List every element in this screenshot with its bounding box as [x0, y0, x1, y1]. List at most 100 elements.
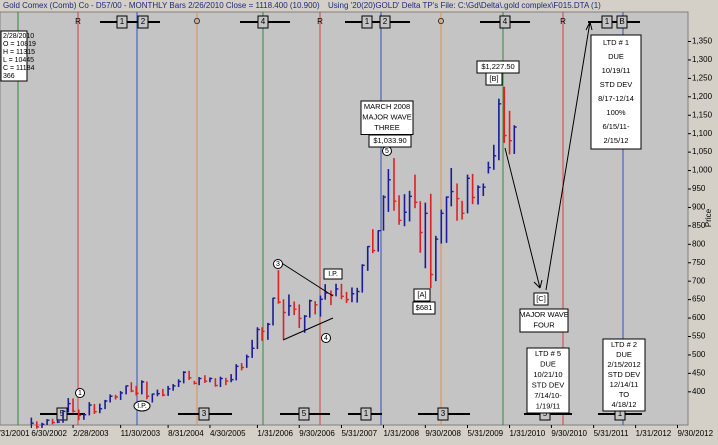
note-box: [602, 338, 646, 412]
y-tick-label: 400: [692, 387, 706, 396]
note-text: 12/14/11: [610, 380, 639, 389]
note-box: [590, 34, 642, 150]
wave-label: 5: [385, 148, 389, 155]
wave-ellipse: [133, 400, 151, 412]
cycle-top-label: R: [75, 17, 81, 26]
x-tick-label: 5/31/2011: [594, 429, 630, 438]
header-left: Gold Comex (Comb) Co - D57/00 - MONTHLY …: [3, 1, 320, 10]
note-text: 1/19/11: [536, 402, 560, 411]
note-text: 6/15/11-: [603, 122, 630, 131]
note-text: THREE: [374, 123, 399, 132]
x-tick-label: 9/30/2008: [425, 429, 461, 438]
x-tick-label: 11/30/2003: [121, 429, 161, 438]
cycle-top-label: 1: [605, 17, 610, 26]
note-text: 2/15/12: [603, 136, 628, 145]
note-text: DUE: [608, 52, 624, 61]
note-text: 8/17-12/14: [598, 94, 634, 103]
cycle-top-label: 1: [120, 17, 125, 26]
note-text: $681: [416, 303, 433, 312]
info-line: 366: [3, 73, 15, 80]
y-tick-label: 800: [692, 239, 706, 248]
y-tick-label: 1,150: [692, 110, 713, 119]
note-box: [413, 288, 431, 302]
note-text: 2/15/2012: [607, 360, 640, 369]
note-box: [368, 134, 412, 148]
bars: [30, 86, 517, 429]
cycle-bottom-label: 3: [202, 409, 207, 418]
y-tick-label: 1,250: [692, 73, 713, 82]
note-text: LTD # 5: [535, 349, 561, 358]
cycle-box: [298, 407, 310, 421]
wave-label: I.P.: [137, 403, 147, 410]
y-tick-label: 1,300: [692, 55, 713, 64]
x-tick-label: 8/31/2004: [168, 429, 204, 438]
x-tick-label: 1/31/2010: [510, 429, 546, 438]
cycle-bottom-label: 1: [364, 409, 369, 418]
y-tick-label: 1,200: [692, 92, 713, 101]
y-axis-title: Price: [704, 208, 713, 227]
cycle-top-label: 1: [365, 17, 370, 26]
cycle-bottom-label: 1: [618, 409, 623, 418]
x-tick-label: 6/30/2002: [31, 429, 67, 438]
x-tick-label: 4/30/2005: [210, 429, 246, 438]
note-text: 10/21/10: [533, 370, 562, 379]
cycle-top-label: O: [194, 17, 200, 26]
cycle-bottom-label: 5: [543, 409, 548, 418]
info-line: H = 11315: [3, 49, 35, 56]
wave-circle: [75, 388, 85, 398]
y-tick-label: 950: [692, 184, 706, 193]
wedge-lines: [279, 261, 334, 341]
info-line: 2/28/2010: [3, 33, 34, 40]
cycle-box: [361, 15, 373, 29]
y-tick-label: 650: [692, 295, 706, 304]
info-line: O = 10819: [3, 41, 36, 48]
y-tick-label: 1,350: [692, 37, 713, 46]
wave-circle: [321, 333, 331, 343]
y-tick-label: 1,000: [692, 166, 713, 175]
wave-circle: [273, 259, 283, 269]
y-tick-label: 500: [692, 350, 706, 359]
header-right: Using '20(20)GOLD' Delta TP's File: C:\G…: [328, 1, 601, 10]
note-text: STD DEV: [600, 80, 633, 89]
x-tick-label: 9/30/2010: [551, 429, 587, 438]
note-text: $1,033.90: [373, 136, 406, 145]
note-text: TO: [619, 390, 629, 399]
cycle-box: [437, 407, 449, 421]
note-text: MAJOR WAVE: [519, 310, 569, 319]
note-text: 7/14/10-: [534, 391, 562, 400]
cycle-box: [137, 15, 149, 29]
cycle-top-label: O: [438, 17, 444, 26]
x-tick-label: 10/31/2001: [0, 429, 30, 438]
plot-area: [0, 11, 689, 426]
note-text: 10/19/11: [602, 66, 631, 75]
cycle-top-label: B: [619, 17, 624, 26]
note-box: [519, 308, 569, 333]
note-box: [485, 72, 503, 86]
cycle-box: [360, 407, 372, 421]
note-text: [B]: [489, 74, 498, 83]
y-tick-label: 850: [692, 221, 706, 230]
y-tick-label: 750: [692, 258, 706, 267]
y-tick-label: 600: [692, 313, 706, 322]
cycle-box: [601, 15, 613, 29]
cycle-top-label: 2: [383, 17, 388, 26]
cycle-bottom-label: 3: [441, 409, 446, 418]
note-text: LTD # 1: [603, 38, 629, 47]
cycle-top-label: 2: [141, 17, 146, 26]
note-text: $1,227.50: [481, 62, 514, 71]
cycle-box: [499, 15, 511, 29]
wave-box: [323, 268, 343, 280]
note-text: [C]: [536, 294, 546, 303]
note-text: DUE: [616, 350, 632, 359]
note-box: [412, 301, 436, 315]
x-tick-label: 1/31/2006: [257, 429, 293, 438]
y-tick-label: 1,100: [692, 129, 713, 138]
wave-label: I.P.: [328, 271, 338, 278]
x-tick-label: 9/30/2012: [677, 429, 713, 438]
wave-label: 4: [324, 335, 328, 342]
x-tick-label: 5/31/2007: [341, 429, 377, 438]
x-tick-label: 5/31/2009: [468, 429, 504, 438]
info-line: L = 10445: [3, 57, 34, 64]
